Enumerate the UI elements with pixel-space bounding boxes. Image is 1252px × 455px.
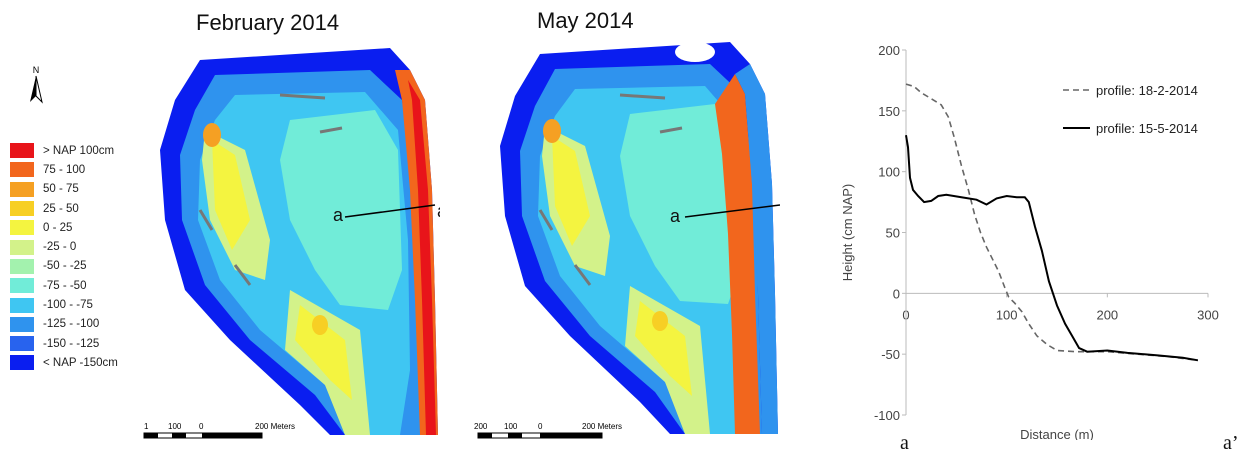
scale-right-label-4: 200 Meters	[582, 422, 622, 431]
legend-item: < NAP -150cm	[10, 353, 118, 372]
y-tick-label: -50	[881, 347, 900, 362]
profile-start-label-left: a	[333, 205, 344, 225]
legend-item: 0 - 25	[10, 218, 118, 237]
legend-item: -100 - -75	[10, 295, 118, 314]
legend-swatch	[10, 297, 34, 313]
y-tick-label: -100	[874, 408, 900, 423]
profile-end-label-chart: a’	[1223, 432, 1239, 454]
y-tick-label: 50	[886, 226, 900, 241]
legend-swatch	[10, 239, 34, 255]
y-tick-label: 150	[878, 104, 900, 119]
scale-left-label-3: 0	[199, 422, 204, 431]
north-label: N	[33, 65, 40, 75]
legend-label: -25 - 0	[43, 241, 77, 254]
legend-swatch	[10, 278, 34, 294]
legend-swatch	[10, 181, 34, 197]
x-axis-label: Distance (m)	[1020, 427, 1094, 440]
scale-bar-left: 1 100 0 200 Meters	[143, 422, 295, 439]
y-axis-label: Height (cm NAP)	[840, 184, 855, 282]
scale-right-label-3: 0	[538, 422, 543, 431]
scale-left-label-1: 1	[144, 422, 149, 431]
scale-right-label-1: 200	[474, 422, 488, 431]
map-may-2014: a a’	[500, 42, 780, 434]
legend-item: > NAP 100cm	[10, 141, 118, 160]
profile-line-left	[344, 204, 436, 218]
legend-label: > NAP 100cm	[43, 144, 115, 157]
legend-item: -125 - -100	[10, 315, 118, 334]
right-map-title: May 2014	[537, 8, 634, 33]
legend-label: 75 - 100	[43, 163, 86, 176]
profile-end-label-left: a’	[437, 201, 440, 221]
legend-series-label: profile: 18-2-2014	[1096, 83, 1198, 98]
elevation-legend: > NAP 100cm 75 - 100 50 - 75 25 - 50 0 - 25 -…	[10, 141, 118, 373]
y-tick-label: 100	[878, 165, 900, 180]
scale-left-label-4: 200 Meters	[255, 422, 295, 431]
scale-bar-right: 200 100 0 200 Meters	[474, 422, 622, 439]
legend-swatch	[10, 162, 34, 178]
legend-label: -50 - -25	[43, 260, 87, 273]
legend-swatch	[10, 143, 34, 159]
north-arrow-icon: N	[30, 65, 43, 104]
legend-item: -25 - 0	[10, 237, 118, 256]
y-tick-label: 0	[893, 286, 900, 301]
legend-item: -75 - -50	[10, 276, 118, 295]
legend-item: 50 - 75	[10, 180, 118, 199]
series-line-2	[905, 135, 1199, 362]
legend-swatch	[10, 220, 34, 236]
profile-start-label-right: a	[670, 206, 681, 226]
legend-swatch	[10, 201, 34, 217]
legend-series-label: profile: 15-5-2014	[1096, 121, 1198, 136]
x-tick-label: 100	[996, 307, 1018, 322]
x-tick-label: 300	[1197, 307, 1219, 322]
legend-item: -150 - -125	[10, 334, 118, 353]
legend-swatch	[10, 258, 34, 274]
legend-swatch	[10, 336, 34, 352]
left-map-title: February 2014	[196, 10, 340, 35]
legend-label: -100 - -75	[43, 299, 93, 312]
legend-label: -125 - -100	[43, 318, 100, 331]
legend-item: 25 - 50	[10, 199, 118, 218]
legend-label: 0 - 25	[43, 221, 73, 234]
legend-label: 50 - 75	[43, 183, 79, 196]
legend-item: 75 - 100	[10, 160, 118, 179]
legend-item: -50 - -25	[10, 257, 118, 276]
legend-label: < NAP -150cm	[43, 356, 118, 369]
legend-label: 25 - 50	[43, 202, 79, 215]
legend-swatch	[10, 355, 34, 371]
profile-start-label-chart: a	[900, 432, 909, 454]
profile-line-right	[684, 204, 780, 218]
legend-swatch	[10, 316, 34, 332]
legend-label: -75 - -50	[43, 279, 87, 292]
y-tick-label: 200	[878, 43, 900, 58]
scale-left-label-2: 100	[168, 422, 182, 431]
x-tick-label: 200	[1096, 307, 1118, 322]
map-february-2014: a a’	[160, 48, 440, 435]
series-line-1	[905, 83, 1198, 362]
legend-label: -150 - -125	[43, 337, 100, 350]
scale-right-label-2: 100	[504, 422, 518, 431]
